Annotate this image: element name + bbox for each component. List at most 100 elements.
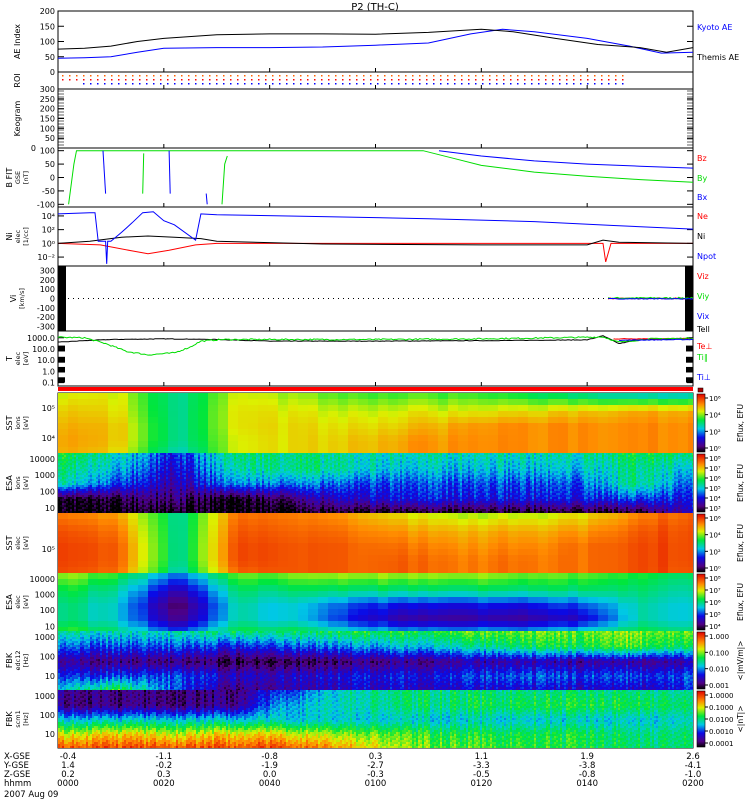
sst-elec-colorbar-tick-label: 10⁴ <box>709 532 721 540</box>
roi-dot <box>244 83 246 85</box>
ni-ylabel: [1/cc] <box>22 227 30 246</box>
roi-dot <box>76 79 78 81</box>
roi-dot <box>160 83 162 85</box>
roi-dot <box>573 83 575 85</box>
ni-tick-label: 10⁴ <box>42 212 55 221</box>
roi-dot <box>174 83 176 85</box>
fbk-edc12-ylabel: [Hz] <box>22 654 30 667</box>
roi-dot <box>538 75 540 77</box>
temp-tick-label: 100.0 <box>32 345 55 354</box>
roi-dot <box>419 83 421 85</box>
fbk-scm1-ylabel: [Hz] <box>22 712 30 725</box>
roi-dot <box>181 79 183 81</box>
roi-dot <box>601 75 603 77</box>
roi-dot <box>412 75 414 77</box>
sst-elec-ylabel: elec <box>14 536 22 550</box>
fbk-scm1-colorbar-tick-label: 1.0000 <box>709 692 734 700</box>
roi-dot <box>531 75 533 77</box>
roi-dot <box>181 75 183 77</box>
roi-dot <box>307 75 309 77</box>
keogram-tick-label: 250 <box>40 95 55 104</box>
roi-dot <box>62 75 64 77</box>
roi-dot <box>230 83 232 85</box>
roi-dot <box>377 79 379 81</box>
esa-elec-tick-label: 10 <box>45 622 55 631</box>
roi-dot <box>496 83 498 85</box>
series-bx-seg2 <box>168 150 171 194</box>
time-axis: 2007 Aug 09 X-GSEY-GSEZ-GSEhhmm-0.41.40.… <box>3 752 704 800</box>
roi-dot <box>615 79 617 81</box>
series-tell <box>58 335 693 345</box>
bfit-ylabel: [nT] <box>22 171 30 184</box>
roi-dot <box>384 83 386 85</box>
roi-dot <box>237 75 239 77</box>
roi-dot <box>482 75 484 77</box>
roi-dot <box>559 79 561 81</box>
esa-ion-colorbar-tick-label: 10⁷ <box>709 465 721 473</box>
roi-dot <box>503 83 505 85</box>
temp-ylabel: elec <box>14 351 22 365</box>
date-label: 2007 Aug 09 <box>4 790 58 800</box>
vi-tick-label: -200 <box>37 313 55 322</box>
time-axis-z-value: -0.8 <box>579 770 596 780</box>
roi-dot <box>160 79 162 81</box>
vi-tick-label: -300 <box>37 322 55 331</box>
bfit-tick-label: -100 <box>37 200 55 209</box>
roi-dot <box>377 75 379 77</box>
roi-dot <box>188 79 190 81</box>
roi-dot <box>321 79 323 81</box>
plot-title: P2 (TH-C) <box>351 2 399 13</box>
roi-dot <box>139 83 141 85</box>
roi-dot <box>468 75 470 77</box>
legend-ne: Ne <box>697 212 708 221</box>
esa-ion-colorbar-tick-label: 10⁸ <box>709 455 721 463</box>
sst-ion-ylabel: ions <box>14 416 22 430</box>
roi-dot <box>433 75 435 77</box>
roi-dot <box>594 75 596 77</box>
axis-row-label: Z-GSE <box>4 770 30 780</box>
esa-elec-ylabel: ESA <box>5 594 14 610</box>
time-axis-hhmm-value: 0000 <box>57 779 79 789</box>
roi-dot <box>447 75 449 77</box>
roi-dot <box>552 83 554 85</box>
series-bx <box>438 150 694 169</box>
roi-dot <box>489 75 491 77</box>
keogram-tick-label: 300 <box>40 85 55 94</box>
roi-dot <box>363 75 365 77</box>
time-axis-hhmm-value: 0120 <box>471 779 493 789</box>
time-axis-y-value: -3.3 <box>473 761 490 771</box>
fbk-edc12-colorbar-tick-label: 1.000 <box>709 633 729 641</box>
roi-dot <box>384 79 386 81</box>
sst-elec-spectrogram <box>58 513 693 573</box>
roi-dot <box>538 83 540 85</box>
roi-dot <box>244 79 246 81</box>
bfit-tick-label: -50 <box>42 187 55 196</box>
series-by-seg3 <box>221 155 228 205</box>
legend-vix: Vix <box>697 312 710 321</box>
esa-ion-colorbar-tick-label: 10⁴ <box>709 495 721 503</box>
roi-dot <box>111 79 113 81</box>
roi-dot <box>545 75 547 77</box>
roi-dot <box>475 75 477 77</box>
roi-dot <box>356 79 358 81</box>
roi-dot <box>286 83 288 85</box>
time-axis-x-value: 1.1 <box>475 752 489 762</box>
roi-dot <box>83 75 85 77</box>
roi-dot <box>104 83 106 85</box>
vi-tick-label: 0 <box>50 295 55 304</box>
keogram-panel-frame <box>57 88 694 149</box>
roi-dot <box>216 79 218 81</box>
temp-gap-mark <box>58 377 65 383</box>
axis-row-label: hhmm <box>4 779 31 789</box>
roi-dot <box>573 75 575 77</box>
roi-dot <box>419 75 421 77</box>
roi-dot <box>552 75 554 77</box>
series-by <box>68 150 694 205</box>
ae-tick-label: 150 <box>40 22 55 31</box>
fbk-scm1-spectrogram <box>58 690 693 748</box>
roi-dot <box>503 79 505 81</box>
roi-dot <box>230 79 232 81</box>
esa-ion-ylabel: ions <box>14 476 22 490</box>
roi-dot <box>391 75 393 77</box>
ae-tick-label: 0 <box>50 68 55 77</box>
